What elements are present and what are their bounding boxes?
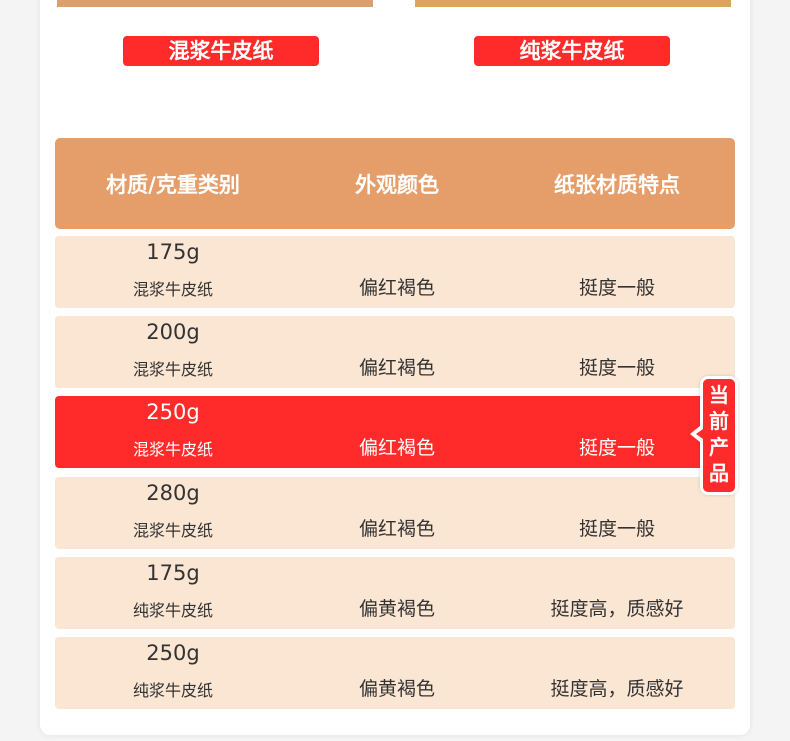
mixed-pulp-paper-image	[57, 0, 373, 7]
cell-feature: 挺度一般	[578, 437, 655, 459]
header-feature: 纸张材质特点	[554, 173, 680, 197]
mixed-pulp-tag: 混浆牛皮纸	[123, 36, 319, 66]
pure-pulp-tag: 纯浆牛皮纸	[474, 36, 670, 66]
cell-weight: 280g	[146, 481, 200, 505]
cell-weight: 175g	[146, 240, 200, 264]
table-row: 175g 纯浆牛皮纸 偏黄褐色 挺度高，质感好	[55, 557, 735, 629]
cell-type: 混浆牛皮纸	[132, 440, 213, 459]
cell-color: 偏红褐色	[358, 277, 435, 299]
cell-feature: 挺度一般	[578, 277, 655, 299]
cell-color: 偏红褐色	[358, 357, 435, 379]
cell-weight: 200g	[146, 320, 200, 344]
cell-weight: 250g	[146, 641, 200, 665]
cell-feature: 挺度一般	[578, 357, 655, 379]
cell-feature: 挺度一般	[578, 518, 655, 540]
cell-type: 纯浆牛皮纸	[132, 601, 213, 620]
cell-color: 偏黄褐色	[358, 598, 435, 620]
badge-label: 当前产品	[709, 383, 729, 485]
pure-pulp-paper-image	[415, 0, 731, 7]
cell-type: 混浆牛皮纸	[132, 360, 213, 379]
table-row: 250g 纯浆牛皮纸 偏黄褐色 挺度高，质感好	[55, 637, 735, 709]
cell-type: 混浆牛皮纸	[132, 521, 213, 540]
cell-weight: 250g	[146, 400, 200, 424]
cell-color: 偏黄褐色	[358, 678, 435, 700]
cell-weight: 175g	[146, 561, 200, 585]
cell-type: 纯浆牛皮纸	[132, 681, 213, 700]
cell-color: 偏红褐色	[358, 437, 435, 459]
header-color: 外观颜色	[355, 173, 439, 197]
cell-color: 偏红褐色	[358, 518, 435, 540]
cell-feature: 挺度高，质感好	[550, 598, 684, 620]
cell-type: 混浆牛皮纸	[132, 280, 213, 299]
table-header: 材质/克重类别 外观颜色 纸张材质特点	[55, 138, 735, 229]
header-material: 材质/克重类别	[106, 173, 240, 197]
table-row: 250g 混浆牛皮纸 偏红褐色 挺度一般	[55, 396, 735, 468]
table-row: 280g 混浆牛皮纸 偏红褐色 挺度一般	[55, 477, 735, 549]
current-product-badge: 当前产品	[690, 376, 738, 495]
cell-feature: 挺度高，质感好	[550, 678, 684, 700]
table-row: 175g 混浆牛皮纸 偏红褐色 挺度一般	[55, 236, 735, 308]
table-row: 200g 混浆牛皮纸 偏红褐色 挺度一般	[55, 316, 735, 388]
